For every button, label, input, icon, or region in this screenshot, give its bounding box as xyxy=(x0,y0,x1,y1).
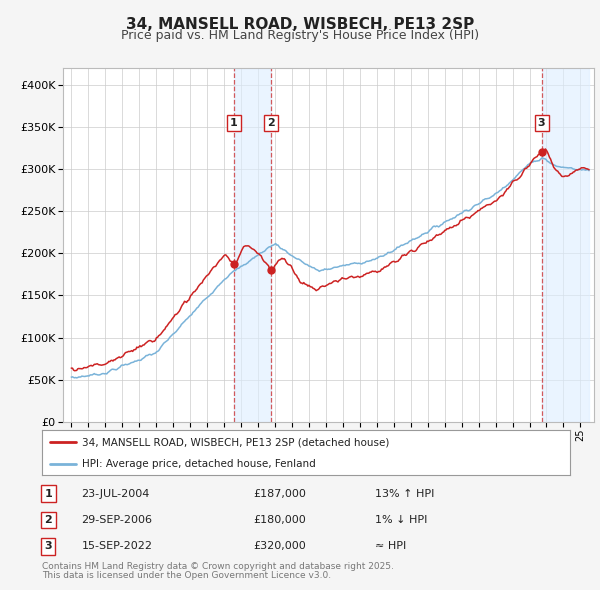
Text: 1: 1 xyxy=(44,489,52,499)
Text: 2: 2 xyxy=(267,117,275,127)
Text: Price paid vs. HM Land Registry's House Price Index (HPI): Price paid vs. HM Land Registry's House … xyxy=(121,30,479,42)
Text: 23-JUL-2004: 23-JUL-2004 xyxy=(82,489,150,499)
Text: ≈ HPI: ≈ HPI xyxy=(374,542,406,552)
Text: 13% ↑ HPI: 13% ↑ HPI xyxy=(374,489,434,499)
Text: £320,000: £320,000 xyxy=(253,542,306,552)
Text: £187,000: £187,000 xyxy=(253,489,306,499)
Text: 15-SEP-2022: 15-SEP-2022 xyxy=(82,542,152,552)
Text: Contains HM Land Registry data © Crown copyright and database right 2025.: Contains HM Land Registry data © Crown c… xyxy=(42,562,394,571)
Text: 29-SEP-2006: 29-SEP-2006 xyxy=(82,515,152,525)
Text: This data is licensed under the Open Government Licence v3.0.: This data is licensed under the Open Gov… xyxy=(42,571,331,579)
Text: 34, MANSELL ROAD, WISBECH, PE13 2SP (detached house): 34, MANSELL ROAD, WISBECH, PE13 2SP (det… xyxy=(82,437,389,447)
Text: 3: 3 xyxy=(538,117,545,127)
Text: £180,000: £180,000 xyxy=(253,515,306,525)
Text: 2: 2 xyxy=(44,515,52,525)
Bar xyxy=(542,68,589,422)
Text: HPI: Average price, detached house, Fenland: HPI: Average price, detached house, Fenl… xyxy=(82,458,316,468)
Text: 34, MANSELL ROAD, WISBECH, PE13 2SP: 34, MANSELL ROAD, WISBECH, PE13 2SP xyxy=(126,17,474,31)
Text: 1% ↓ HPI: 1% ↓ HPI xyxy=(374,515,427,525)
Text: 3: 3 xyxy=(44,542,52,552)
Bar xyxy=(233,68,271,422)
Text: 1: 1 xyxy=(230,117,238,127)
